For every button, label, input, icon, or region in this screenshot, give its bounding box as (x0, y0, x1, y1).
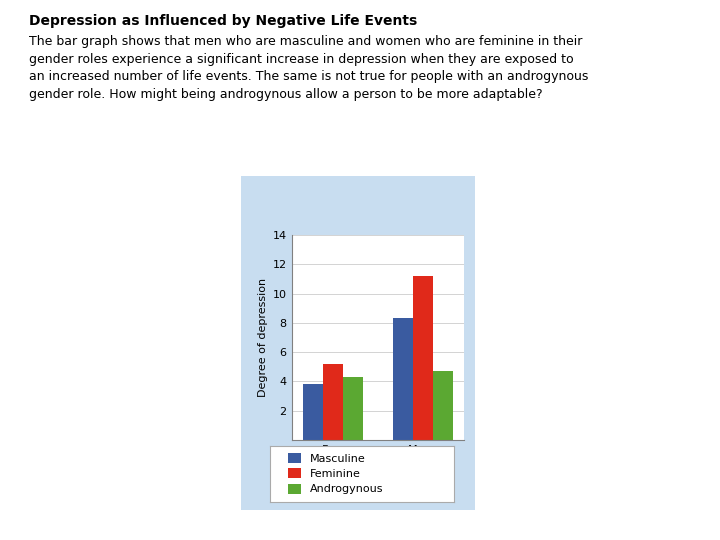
Bar (413, 276, 433, 440)
Text: The bar graph shows that men who are masculine and women who are feminine in the: The bar graph shows that men who are mas… (29, 35, 588, 100)
Bar (323, 364, 343, 440)
Text: Depression as Influenced by Negative Life Events: Depression as Influenced by Negative Lif… (29, 14, 417, 28)
Y-axis label: Degree of depression: Degree of depression (258, 278, 269, 397)
Legend: Masculine, Feminine, Androgynous: Masculine, Feminine, Androgynous (284, 450, 387, 498)
Bar (393, 319, 413, 440)
Bar (433, 371, 454, 440)
X-axis label: Negative life events: Negative life events (322, 459, 434, 469)
Bar (343, 377, 363, 440)
Bar (302, 384, 323, 440)
